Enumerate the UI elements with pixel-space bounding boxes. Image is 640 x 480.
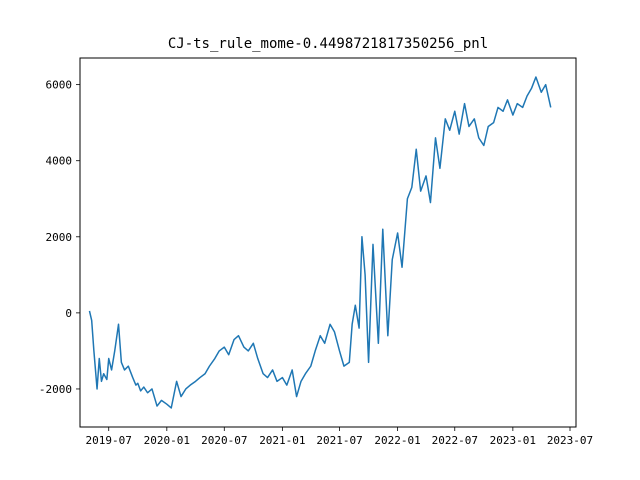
x-tick-label: 2023-01: [490, 434, 536, 447]
x-tick-label: 2020-07: [201, 434, 247, 447]
chart-title: CJ-ts_rule_mome-0.4498721817350256_pnl: [168, 36, 488, 52]
plot-area: [79, 57, 577, 428]
x-tick-label: 2022-01: [374, 434, 420, 447]
y-tick-label: 2000: [46, 231, 73, 244]
axes-frame: [79, 57, 577, 428]
x-tick-label: 2021-01: [259, 434, 305, 447]
x-tick-label: 2019-07: [86, 434, 132, 447]
series-layer: [88, 76, 552, 409]
x-tick-label: 2022-07: [432, 434, 478, 447]
x-tick-label: 2023-07: [547, 434, 593, 447]
y-tick-label: 6000: [46, 79, 73, 92]
series-line-0: [88, 76, 552, 409]
y-tick-label: -2000: [39, 383, 72, 396]
x-tick-label: 2020-01: [144, 434, 190, 447]
y-tick-label: 4000: [46, 155, 73, 168]
y-axis: -2000 0 2000 4000 6000: [39, 79, 80, 396]
x-tick-label: 2021-07: [316, 434, 362, 447]
y-tick-label: 0: [65, 307, 72, 320]
x-axis: 2019-07 2020-01 2020-07 2021-01 2021-07 2022-…: [86, 427, 593, 447]
